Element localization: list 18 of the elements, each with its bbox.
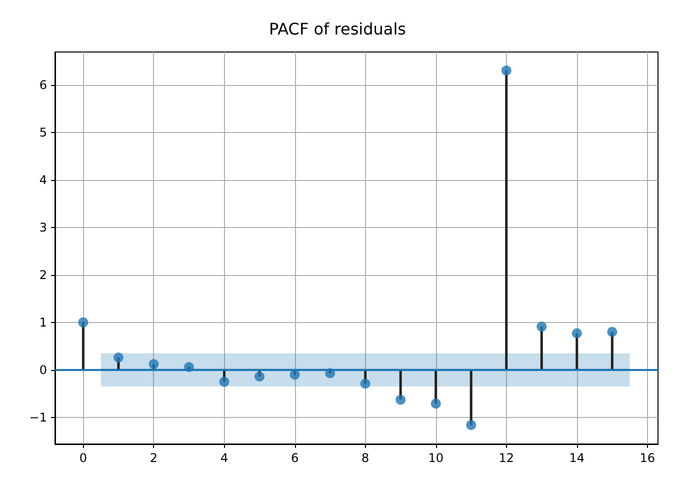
y-tick-label: 0 <box>39 362 47 377</box>
x-tick-label: 12 <box>498 451 514 465</box>
x-tick-label: 4 <box>220 451 228 465</box>
chart-title: PACF of residuals <box>269 20 406 38</box>
y-tick-label: 4 <box>39 172 47 187</box>
y-tick-label: 6 <box>39 78 47 92</box>
x-tick-label: 6 <box>290 451 299 465</box>
x-tick-label: 16 <box>640 451 656 465</box>
x-tick-label: 0 <box>79 451 88 465</box>
x-tick-label: 10 <box>428 451 444 465</box>
x-tick-label: 14 <box>569 451 585 465</box>
x-tick-label: 8 <box>361 451 370 465</box>
y-tick-label: 2 <box>39 268 47 282</box>
y-tick-label: −1 <box>29 410 47 424</box>
y-tick-label: 5 <box>39 125 47 140</box>
y-tick-label: 1 <box>39 315 47 330</box>
x-tick-label: 2 <box>150 451 158 465</box>
y-tick-label: 3 <box>39 220 47 234</box>
